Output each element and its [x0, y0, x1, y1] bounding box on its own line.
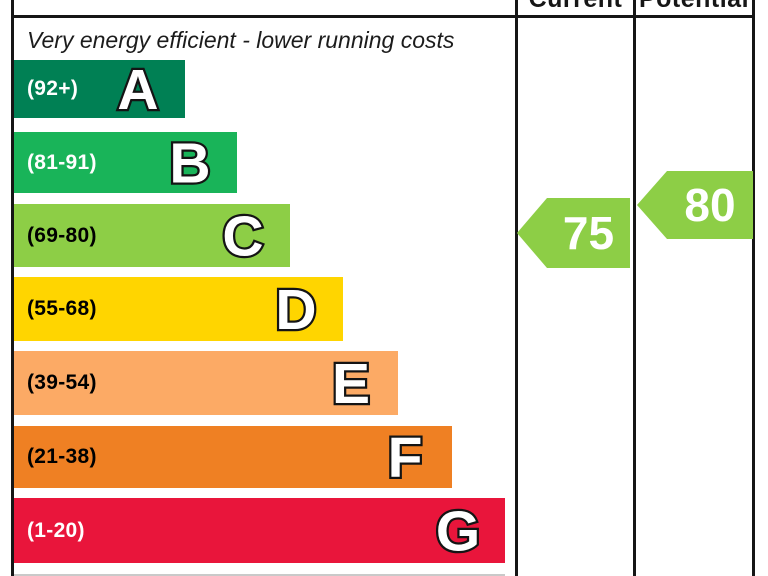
header-divider-line [11, 15, 755, 18]
band-range-label: (39-54) [27, 371, 97, 394]
column-divider-potential [633, 0, 636, 576]
potential-arrow-shape [637, 171, 753, 239]
band-letter-text: D [275, 278, 316, 341]
band-letter-text: F [388, 426, 423, 488]
band-letter-text: G [436, 500, 480, 564]
column-header-potential: Potential [636, 0, 752, 13]
column-header-current: Current [518, 0, 633, 13]
band-range-label: (21-38) [27, 445, 97, 468]
band-row-e: (39-54) E [14, 351, 398, 415]
band-letter-a-icon: A [115, 60, 161, 118]
band-range-label: (81-91) [27, 150, 97, 174]
current-arrow-shape [517, 198, 630, 268]
band-row-g: (1-20) G [14, 498, 505, 563]
top-caption: Very energy efficient - lower running co… [27, 27, 455, 53]
band-letter-d-icon: D [273, 277, 319, 341]
potential-rating-value: 80 [684, 179, 736, 231]
band-letter-text: A [117, 60, 158, 118]
band-letter-text: E [332, 352, 370, 415]
frame-right-border [752, 0, 755, 576]
potential-rating-arrow: 80 [637, 171, 753, 239]
band-range-label: (69-80) [27, 223, 97, 247]
current-rating-value: 75 [562, 207, 615, 259]
band-row-b: (81-91) B [14, 132, 237, 193]
band-range-label: (55-68) [27, 297, 97, 320]
band-range-label: (92+) [27, 77, 79, 100]
band-letter-b-icon: B [167, 132, 213, 193]
band-row-a: (92+) A [14, 60, 185, 118]
band-row-c: (69-80) C [14, 204, 290, 267]
band-letter-g-icon: G [434, 498, 483, 564]
band-letter-e-icon: E [330, 351, 373, 415]
band-letter-f-icon: F [385, 426, 424, 488]
frame-left-border [11, 0, 14, 576]
band-letter-text: C [222, 205, 263, 268]
band-letter-c-icon: C [220, 204, 266, 268]
band-row-d: (55-68) D [14, 277, 343, 341]
band-range-label: (1-20) [27, 518, 85, 542]
column-divider-current [515, 0, 518, 576]
band-row-f: (21-38) F [14, 426, 452, 488]
band-letter-text: B [169, 132, 210, 193]
current-rating-arrow: 75 [517, 198, 630, 268]
bottom-partial-line [14, 574, 505, 576]
